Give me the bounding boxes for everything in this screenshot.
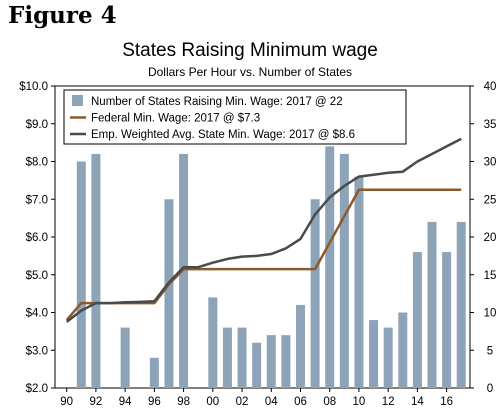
right-axis-tick-label: 5 — [487, 345, 493, 357]
right-axis-tick-label: 0 — [487, 383, 493, 395]
bar-states-raising — [252, 342, 262, 388]
right-axis-tick-label: 15 — [484, 270, 497, 282]
x-axis-tick-label: 96 — [148, 396, 161, 408]
bar-states-raising — [179, 153, 189, 388]
bar-states-raising — [281, 335, 291, 388]
bar-series — [76, 146, 466, 388]
bar-states-raising — [164, 199, 174, 388]
right-axis-tick-label: 10 — [484, 308, 497, 320]
bar-states-raising — [295, 304, 305, 388]
bar-states-raising — [310, 199, 320, 388]
bar-states-raising — [237, 327, 247, 388]
left-axis-tick-label: $7.0 — [26, 194, 48, 206]
x-axis-tick-label: 94 — [119, 396, 132, 408]
x-axis-tick-label: 12 — [382, 396, 395, 408]
right-axis-tick-label: 40 — [484, 81, 497, 93]
line-series — [65, 137, 462, 323]
x-axis-tick-label: 92 — [90, 396, 103, 408]
chart-subtitle: Dollars Per Hour vs. Number of States — [147, 65, 353, 79]
bar-states-raising — [325, 146, 335, 388]
left-axis-tick-label: $6.0 — [26, 232, 48, 244]
left-axis-tick-label: $10.0 — [19, 81, 48, 93]
legend-swatch — [72, 95, 83, 106]
figure-label: Figure 4 — [8, 2, 117, 29]
state-avg-min-wage-line — [65, 137, 462, 323]
bar-states-raising — [120, 327, 130, 388]
bar-states-raising — [456, 221, 466, 388]
axes: $2.0 $3.0 $4.0 $5.0 $6.0 $7.0 $8.0 $9.0 $10.0 0 5 1… — [19, 81, 496, 408]
bar-states-raising — [208, 297, 218, 388]
legend-box — [63, 89, 407, 145]
left-axis-tick-label: $4.0 — [26, 308, 48, 320]
x-axis-tick-label: 06 — [294, 396, 307, 408]
bar-states-raising — [339, 153, 349, 388]
left-axis-tick-label: $3.0 — [26, 345, 48, 357]
bar-states-raising — [383, 327, 393, 388]
x-axis-tick-label: 16 — [440, 396, 453, 408]
bar-states-raising — [76, 161, 86, 388]
bar-states-raising — [149, 357, 159, 388]
bar-states-raising — [91, 153, 101, 388]
bar-states-raising — [412, 252, 422, 388]
bar-states-raising — [222, 327, 232, 388]
legend: Number of States Raising Min. Wage: 2017… — [63, 89, 407, 145]
left-axis-tick-label: $2.0 — [26, 383, 48, 395]
right-axis-tick-label: 25 — [484, 194, 497, 206]
legend-entry-label: Federal Min. Wage: 2017 @ $7.3 — [91, 113, 260, 125]
x-axis-tick-label: 14 — [411, 396, 424, 408]
left-axis-tick-label: $5.0 — [26, 270, 48, 282]
x-axis-tick-label: 08 — [323, 396, 336, 408]
right-axis-tick-label: 30 — [484, 157, 497, 169]
right-axis-tick-label: 35 — [484, 119, 497, 131]
bar-states-raising — [398, 312, 408, 388]
x-axis-tick-label: 98 — [177, 396, 190, 408]
chart-title: States Raising Minimum wage — [122, 40, 378, 61]
bar-states-raising — [369, 320, 379, 388]
bar-states-raising — [266, 335, 276, 388]
x-axis-tick-label: 02 — [236, 396, 249, 408]
bar-states-raising — [442, 252, 452, 388]
left-axis-tick-label: $8.0 — [26, 157, 48, 169]
bar-states-raising — [354, 176, 364, 388]
x-axis-tick-label: 04 — [265, 396, 278, 408]
legend-entry-label: Emp. Weighted Avg. State Min. Wage: 2017… — [91, 129, 355, 141]
left-axis-tick-label: $9.0 — [26, 119, 48, 131]
x-axis-tick-label: 90 — [60, 396, 73, 408]
x-axis-tick-label: 00 — [206, 396, 219, 408]
bar-states-raising — [427, 221, 437, 388]
right-axis-tick-label: 20 — [484, 232, 497, 244]
x-axis-tick-label: 10 — [353, 396, 366, 408]
legend-entry-label: Number of States Raising Min. Wage: 2017… — [91, 96, 343, 108]
